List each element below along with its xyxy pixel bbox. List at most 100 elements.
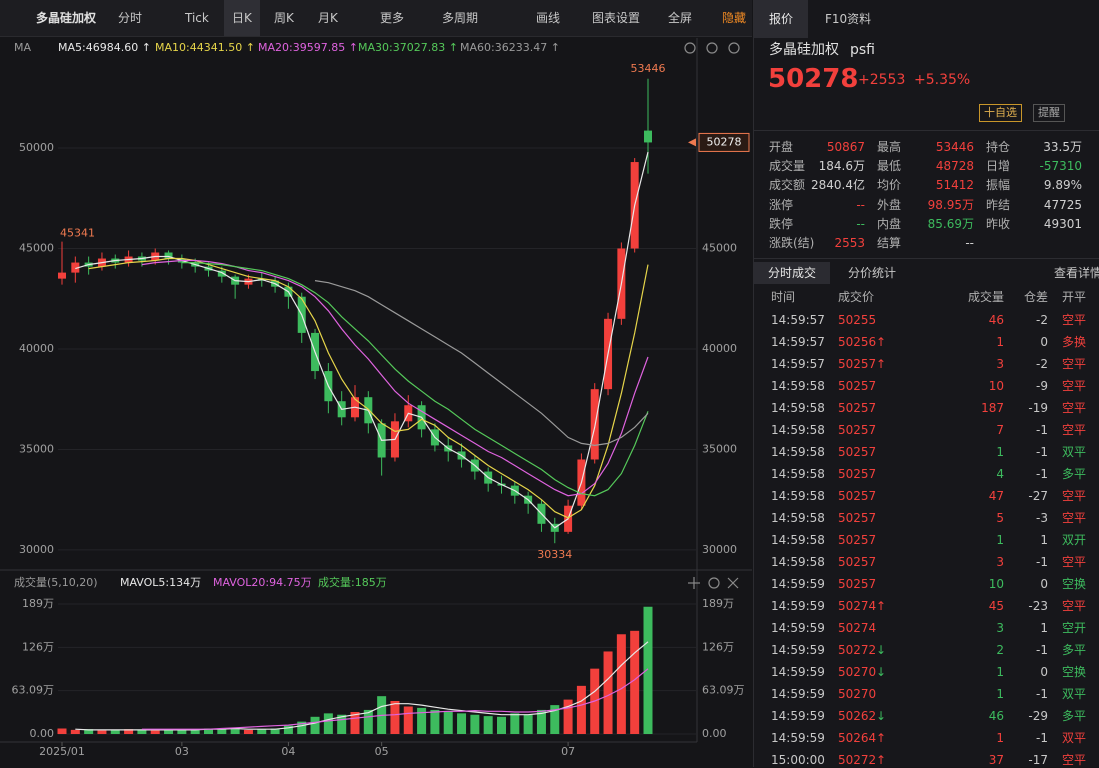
- quote-label: 最低: [877, 159, 902, 174]
- trade-type: 双开: [1062, 533, 1087, 547]
- toolbar: 多晶硅加权 分时 Tick 日K 周K 月K 更多 多周期 画线 图表设置 全屏 隐藏: [0, 0, 752, 37]
- trade-volume: 37: [988, 753, 1004, 767]
- quote-value: 2553: [834, 236, 865, 250]
- ma-line: [141, 259, 649, 497]
- volume-bar: [510, 713, 520, 734]
- volume-bar: [217, 729, 227, 734]
- trade-time: 14:59:58: [771, 467, 825, 481]
- trade-oi: -1: [1036, 423, 1048, 437]
- trade-oi: -1: [1036, 687, 1048, 701]
- trade-type: 多平: [1062, 709, 1087, 723]
- y-tick-label-right: 0.00: [702, 727, 727, 740]
- trade-oi: -1: [1036, 445, 1048, 459]
- ma-legend: MA30:37027.83 ↑: [358, 41, 458, 54]
- volume-bar: [164, 729, 174, 734]
- trade-arrow: ↑: [876, 599, 887, 613]
- trade-price: 50274: [838, 621, 877, 635]
- trade-arrow: ↓: [876, 643, 887, 657]
- quote-label: 成交额: [769, 178, 806, 193]
- trade-time: 14:59:58: [771, 401, 825, 415]
- panel-button[interactable]: 提醒: [1033, 104, 1065, 122]
- trade-volume: 187: [981, 401, 1004, 415]
- details-link[interactable]: 查看详情▸: [1054, 266, 1099, 280]
- toolbar-item[interactable]: 隐藏: [722, 11, 747, 25]
- indicator-label: MA: [14, 41, 31, 54]
- toolbar-item[interactable]: 分时: [118, 11, 143, 25]
- trade-volume: 1: [996, 731, 1004, 745]
- trade-oi: 0: [1040, 335, 1048, 349]
- change-pct: +5.35%: [914, 72, 971, 88]
- volume-bar: [137, 729, 147, 734]
- price-box-label: 50278: [707, 135, 742, 148]
- y-tick-label-right: 45000: [702, 241, 737, 254]
- toolbar-item[interactable]: 图表设置: [592, 11, 641, 25]
- trade-volume: 45: [988, 599, 1004, 613]
- trade-price: 50262: [838, 709, 877, 723]
- trade-tab[interactable]: 分时成交: [754, 262, 831, 284]
- trade-volume: 2: [996, 643, 1004, 657]
- trade-volume: 10: [988, 577, 1004, 591]
- trade-type: 空平: [1062, 379, 1087, 393]
- candle-body: [58, 272, 66, 279]
- toolbar-item[interactable]: 日K: [224, 0, 260, 36]
- quote-value: 47725: [1043, 197, 1082, 212]
- trade-price: 50257: [838, 489, 877, 503]
- volume-bar: [390, 700, 400, 734]
- volume-bar: [297, 721, 307, 734]
- trade-price: 50257: [838, 577, 877, 591]
- trade-oi: -17: [1028, 753, 1048, 767]
- toolbar-item[interactable]: 周K: [274, 11, 294, 25]
- volume-bar: [283, 725, 293, 734]
- panel-tab[interactable]: 报价: [754, 0, 809, 38]
- trade-oi: -2: [1036, 313, 1048, 327]
- toolbar-item[interactable]: 全屏: [668, 11, 693, 25]
- trade-volume: 4: [996, 467, 1004, 481]
- quote-value: 98.95万: [927, 197, 974, 212]
- trade-type: 空换: [1062, 577, 1087, 591]
- trade-volume: 46: [988, 313, 1004, 327]
- trade-tab[interactable]: 分价统计: [848, 266, 897, 280]
- quote-label: 涨跌(结): [769, 236, 815, 250]
- volume-bar: [243, 729, 253, 734]
- volume-bar: [150, 730, 160, 734]
- trade-arrow: ↑: [876, 357, 887, 371]
- y-tick-label: 0.00: [30, 727, 55, 740]
- trade-type: 空换: [1062, 665, 1087, 679]
- trade-arrow: ↑: [876, 335, 887, 349]
- toolbar-item[interactable]: 月K: [318, 11, 338, 25]
- toolbar-item[interactable]: 画线: [536, 11, 561, 25]
- trade-volume: 1: [996, 533, 1004, 547]
- trade-price: 50257: [838, 401, 877, 415]
- trade-time: 14:59:59: [771, 599, 825, 613]
- quote-value: 49301: [1043, 216, 1082, 231]
- toolbar-item[interactable]: Tick: [185, 11, 209, 25]
- quote-label: 日增: [986, 159, 1011, 174]
- trade-volume: 46: [988, 709, 1004, 723]
- chart-tools[interactable]: [684, 42, 740, 589]
- quote-label: 跌停: [769, 216, 794, 231]
- trade-type: 多平: [1062, 467, 1087, 481]
- y-tick-label: 189万: [22, 597, 54, 610]
- volume-bar: [350, 711, 360, 734]
- panel-button[interactable]: 十自选: [979, 104, 1022, 122]
- trade-volume: 1: [996, 445, 1004, 459]
- trade-price: 50257: [838, 511, 877, 525]
- volume-bar: [630, 630, 640, 734]
- trade-oi: 1: [1040, 533, 1048, 547]
- toolbar-item[interactable]: 多周期: [442, 11, 479, 25]
- x-tick-label: 07: [561, 745, 575, 758]
- trade-price: 50264: [838, 731, 877, 745]
- quote-value: -57310: [1039, 159, 1082, 174]
- max-label: 45341: [60, 227, 95, 240]
- chart-area: MA MA5:46984.60 ↑ MA10:44341.50 ↑ MA20:3959…: [0, 38, 752, 758]
- ma-line: [88, 257, 649, 519]
- min-label: 30334: [537, 548, 572, 561]
- volume-bar: [497, 716, 506, 734]
- trade-oi: -19: [1028, 401, 1048, 415]
- panel-tab[interactable]: F10资料: [825, 12, 872, 26]
- volume-bar: [470, 714, 480, 734]
- toolbar-item[interactable]: 更多: [380, 11, 405, 25]
- trade-oi: -1: [1036, 467, 1048, 481]
- trade-type: 空平: [1062, 357, 1087, 371]
- trade-type: 多换: [1062, 335, 1087, 349]
